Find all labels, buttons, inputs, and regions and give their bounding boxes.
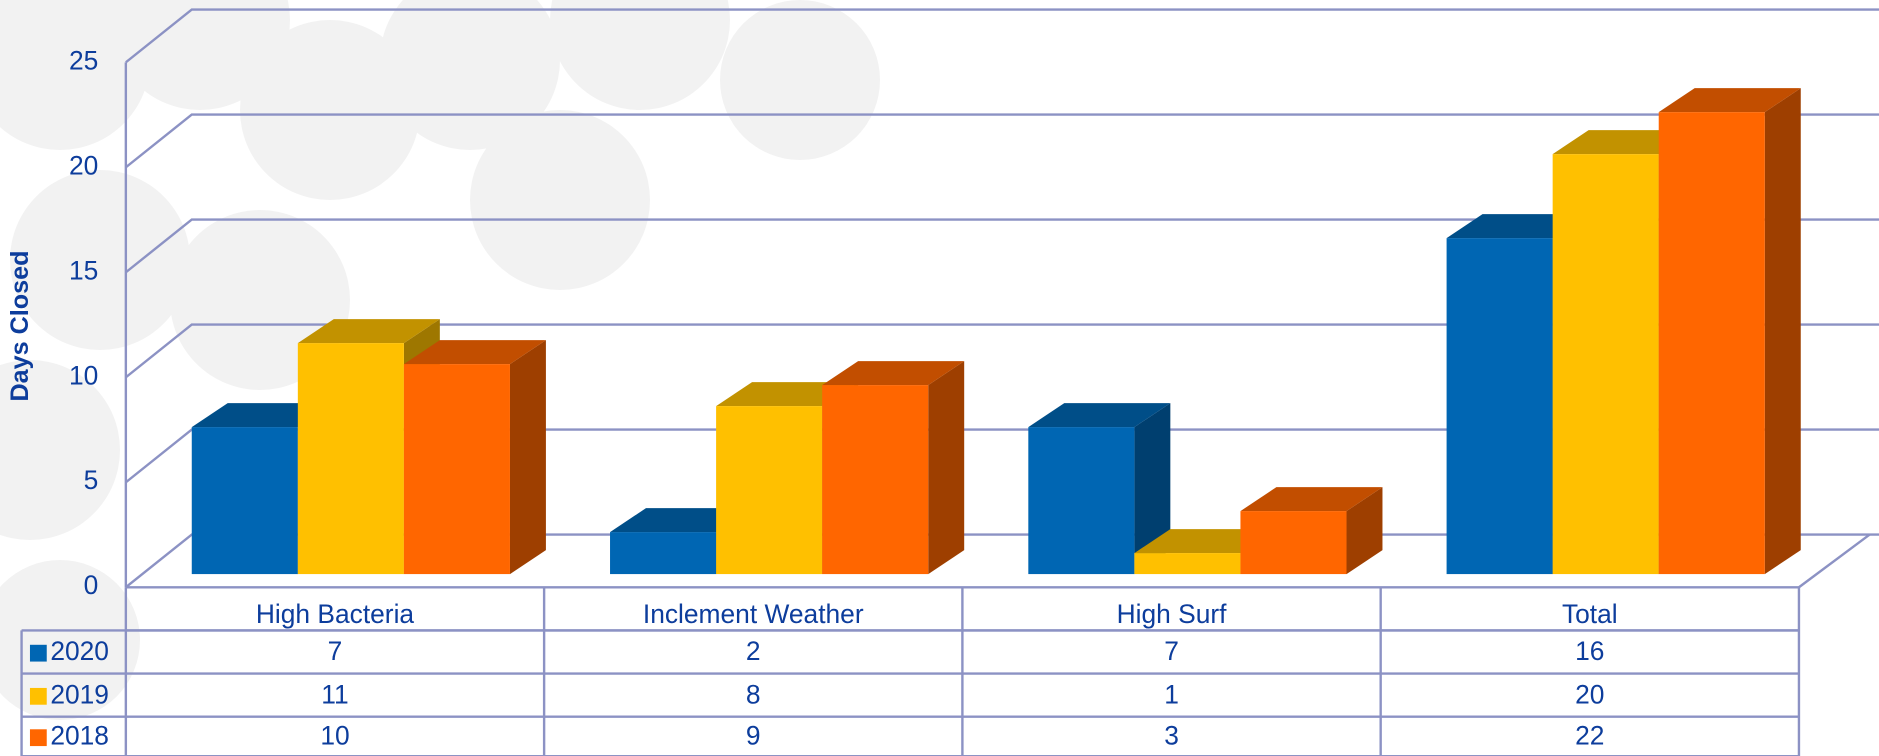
x-tick-label: Inclement Weather <box>643 599 864 629</box>
table-value: 20 <box>1575 679 1604 709</box>
bar <box>1658 112 1765 575</box>
grid-line <box>125 113 1879 169</box>
table-value: 1 <box>1164 679 1179 709</box>
bar <box>297 343 404 575</box>
bar-top <box>1240 487 1383 512</box>
y-tick-label: 20 <box>69 150 98 180</box>
table-value: 8 <box>746 679 761 709</box>
y-tick-label: 0 <box>84 570 99 600</box>
x-tick-label: High Bacteria <box>256 599 415 629</box>
table-value: 11 <box>321 679 348 709</box>
bar-side <box>1134 403 1171 575</box>
x-tick-label: High Surf <box>1117 599 1228 629</box>
bar-side <box>928 361 965 575</box>
bar <box>1028 427 1135 575</box>
bar <box>822 385 929 575</box>
legend-label: 2020 <box>50 636 109 666</box>
table-value: 2 <box>746 636 761 666</box>
bar <box>1134 553 1241 575</box>
y-tick-label: 25 <box>69 45 98 75</box>
table-value: 7 <box>1164 636 1179 666</box>
grid-line <box>125 323 1879 379</box>
x-tick-label: Total <box>1562 599 1618 629</box>
bar-top <box>1028 403 1171 428</box>
bar <box>1552 154 1659 575</box>
bar-side <box>1764 88 1801 575</box>
table-value: 10 <box>320 721 349 751</box>
legend-label: 2018 <box>50 721 109 751</box>
plot: Days Closed 0 5 10 15 20 25 High Bacteria Incle… <box>6 8 1879 756</box>
bar-top <box>822 361 965 386</box>
bar-top <box>1658 88 1801 113</box>
y-tick-label: 10 <box>69 360 98 390</box>
bar <box>403 364 510 575</box>
legend-swatch <box>29 729 47 747</box>
table-value: 16 <box>1575 636 1604 666</box>
table-value: 9 <box>746 721 761 751</box>
bar <box>1446 238 1553 575</box>
grid-line <box>125 218 1879 274</box>
grid-line <box>125 8 1879 64</box>
y-axis-label: Days Closed <box>6 250 34 401</box>
table-value: 22 <box>1575 721 1604 751</box>
background-pattern <box>0 0 880 720</box>
bar <box>191 427 298 575</box>
bar-side <box>1346 487 1383 575</box>
legend-swatch <box>29 644 47 662</box>
bar <box>716 406 823 575</box>
table-value: 3 <box>1164 721 1179 751</box>
y-tick-label: 15 <box>69 255 98 285</box>
bar <box>1240 511 1347 575</box>
bar-top <box>297 319 440 344</box>
table-value: 7 <box>328 636 343 666</box>
bar <box>610 532 717 575</box>
legend-label: 2019 <box>50 679 109 709</box>
bar-side <box>509 340 546 575</box>
y-tick-label: 5 <box>84 465 99 495</box>
bar-top <box>403 340 546 365</box>
legend-swatch <box>29 687 47 705</box>
